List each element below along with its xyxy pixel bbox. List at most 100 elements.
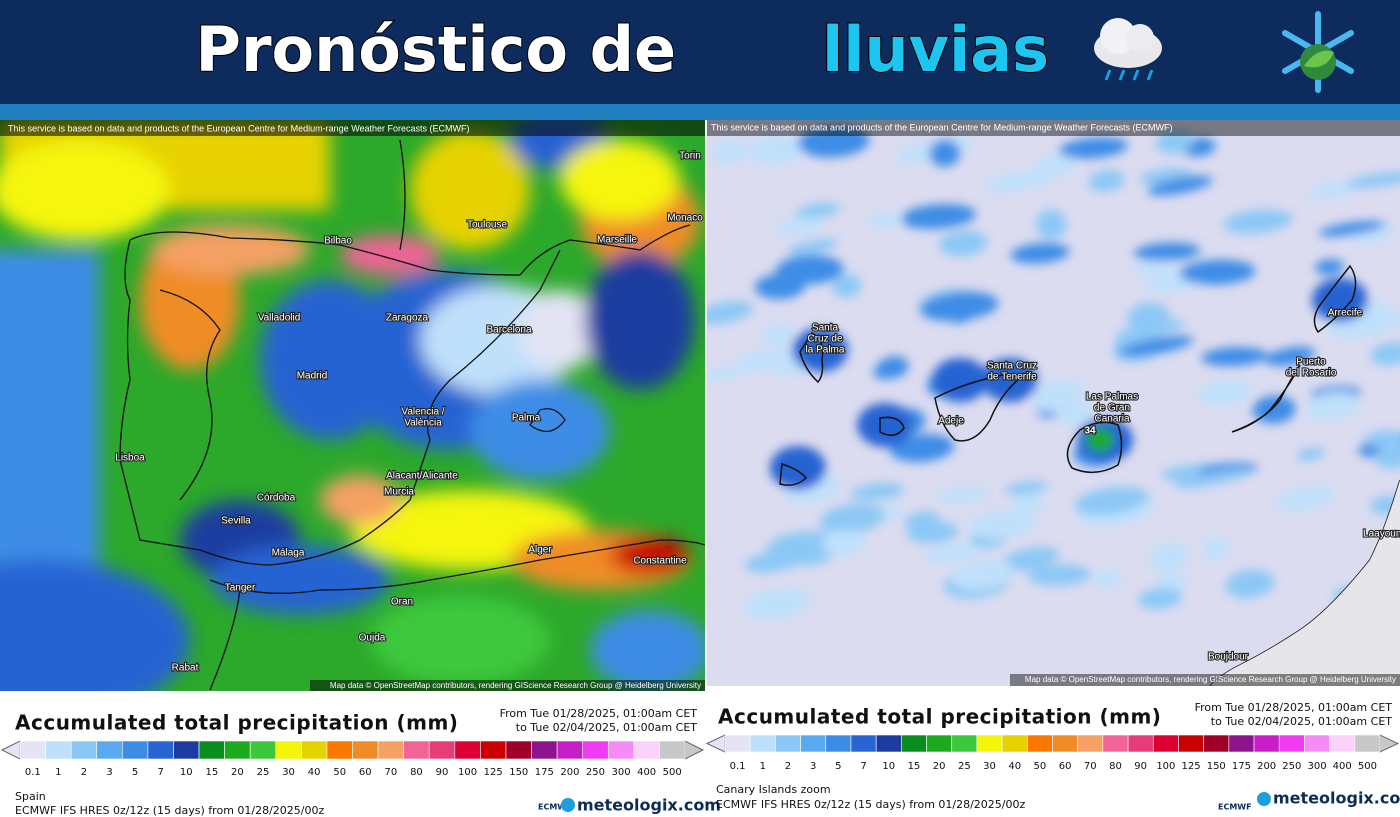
place-label: Las Palmas	[1086, 392, 1138, 403]
place-label: Santa	[812, 323, 839, 334]
rain-blob	[1305, 391, 1361, 421]
scale-label: 10	[882, 761, 895, 772]
rain-blob	[1119, 336, 1194, 357]
place-label: Cruz de	[807, 334, 842, 345]
scale-label: 50	[333, 767, 346, 778]
scale-cell	[70, 740, 98, 760]
scale-cell	[1077, 734, 1104, 753]
brand-dot	[561, 798, 575, 812]
scale-cell	[377, 740, 404, 760]
scale-cell	[531, 740, 558, 760]
title-main: Pronóstico de	[196, 13, 677, 86]
header-bg	[0, 0, 1400, 106]
scale-cell	[582, 740, 609, 760]
place-label: Oran	[391, 597, 413, 608]
scale-cell	[633, 740, 660, 760]
scale-label: 15	[205, 767, 218, 778]
rain-blob	[1004, 481, 1049, 495]
rain-blob	[1147, 176, 1213, 196]
scale-cell	[1228, 734, 1255, 753]
rain-blob	[1155, 128, 1195, 154]
scale-cell	[607, 740, 635, 760]
date-to: to Tue 02/04/2025, 01:00am CET	[1211, 715, 1393, 728]
scale-cell	[96, 740, 123, 760]
scale-cell	[724, 734, 751, 753]
rain-blob	[967, 510, 1035, 539]
attribution: This service is based on data and produc…	[711, 122, 1173, 132]
scale-cell	[275, 740, 302, 760]
place-label: Bilbao	[324, 236, 352, 247]
rain-blob	[867, 211, 903, 228]
scale-cell	[19, 740, 46, 760]
scale-arrow-left	[0, 740, 21, 760]
place-label: Toulouse	[467, 220, 507, 231]
model: ECMWF IFS HRES 0z/12z (15 days) from 01/…	[15, 804, 325, 817]
scale-label: 0.1	[730, 761, 746, 772]
legend-title: Accumulated total precipitation (mm)	[718, 705, 1161, 729]
scale-cell	[1329, 734, 1356, 753]
header-strip	[0, 104, 1400, 120]
place-label: Tanger	[225, 583, 256, 594]
place-label: Málaga	[272, 548, 305, 559]
map-credit: Map data © OpenStreetMap contributors, r…	[1025, 675, 1396, 684]
brand-dot	[1257, 792, 1271, 806]
rain-blob	[831, 273, 862, 298]
scale-label: 3	[106, 767, 112, 778]
scale-cell	[1304, 734, 1330, 753]
rain-blob	[982, 358, 1038, 402]
rain-blob	[1027, 564, 1091, 586]
scale-label: 25	[257, 767, 270, 778]
scale-label: 200	[1257, 761, 1276, 772]
scale-label: 50	[1034, 761, 1047, 772]
scale-cell	[825, 734, 852, 753]
rain-blob	[1200, 537, 1231, 560]
rain-blob	[1086, 428, 1114, 452]
rain-blob	[1155, 572, 1188, 590]
place-label: Puerto	[1296, 357, 1326, 368]
rain-blob	[770, 446, 826, 490]
scale-arrow-right	[1379, 734, 1400, 753]
scale-label: 7	[157, 767, 163, 778]
rain-blob	[1225, 569, 1275, 599]
place-label: Santa Cruz	[987, 361, 1037, 372]
scale-label: 100	[1156, 761, 1175, 772]
rain-blob	[850, 482, 905, 501]
place-label: 34	[1084, 426, 1096, 437]
rain-blob	[754, 273, 806, 300]
place-label: Boujdour	[1208, 652, 1249, 663]
scale-label: 150	[509, 767, 528, 778]
scale-cell	[224, 740, 251, 760]
scale-label: 150	[1207, 761, 1226, 772]
place-label: Adeje	[938, 416, 964, 427]
rain-blob	[900, 204, 977, 229]
rain-blob	[761, 322, 796, 345]
scale-cell	[403, 740, 430, 760]
scale-cell	[352, 740, 379, 760]
scale-label: 400	[1333, 761, 1352, 772]
scale-label: 100	[458, 767, 477, 778]
rain-blob	[922, 543, 980, 565]
scale-label: 20	[231, 767, 244, 778]
scale-label: 175	[1232, 761, 1251, 772]
scale-cell	[800, 734, 827, 753]
rain-blob	[1131, 261, 1178, 276]
place-label: Marseille	[597, 235, 637, 246]
rain-blob	[1137, 587, 1183, 610]
scale-cell	[901, 734, 927, 753]
rain-blob	[929, 139, 961, 167]
scale-label: 2	[785, 761, 791, 772]
rain-blob	[1296, 447, 1325, 461]
scale-cell	[173, 740, 200, 760]
scale-cell	[1102, 734, 1129, 753]
scale-arrow-left	[705, 734, 726, 753]
scale-cell	[659, 740, 686, 760]
rain-blob	[707, 301, 754, 325]
rain-blob	[938, 230, 988, 257]
rain-blob	[1274, 485, 1336, 512]
rain-blob	[709, 139, 750, 163]
rain-blob	[1074, 486, 1149, 515]
scale-label: 15	[908, 761, 921, 772]
scale-cell	[1278, 734, 1305, 753]
rain-blob	[1010, 243, 1070, 264]
